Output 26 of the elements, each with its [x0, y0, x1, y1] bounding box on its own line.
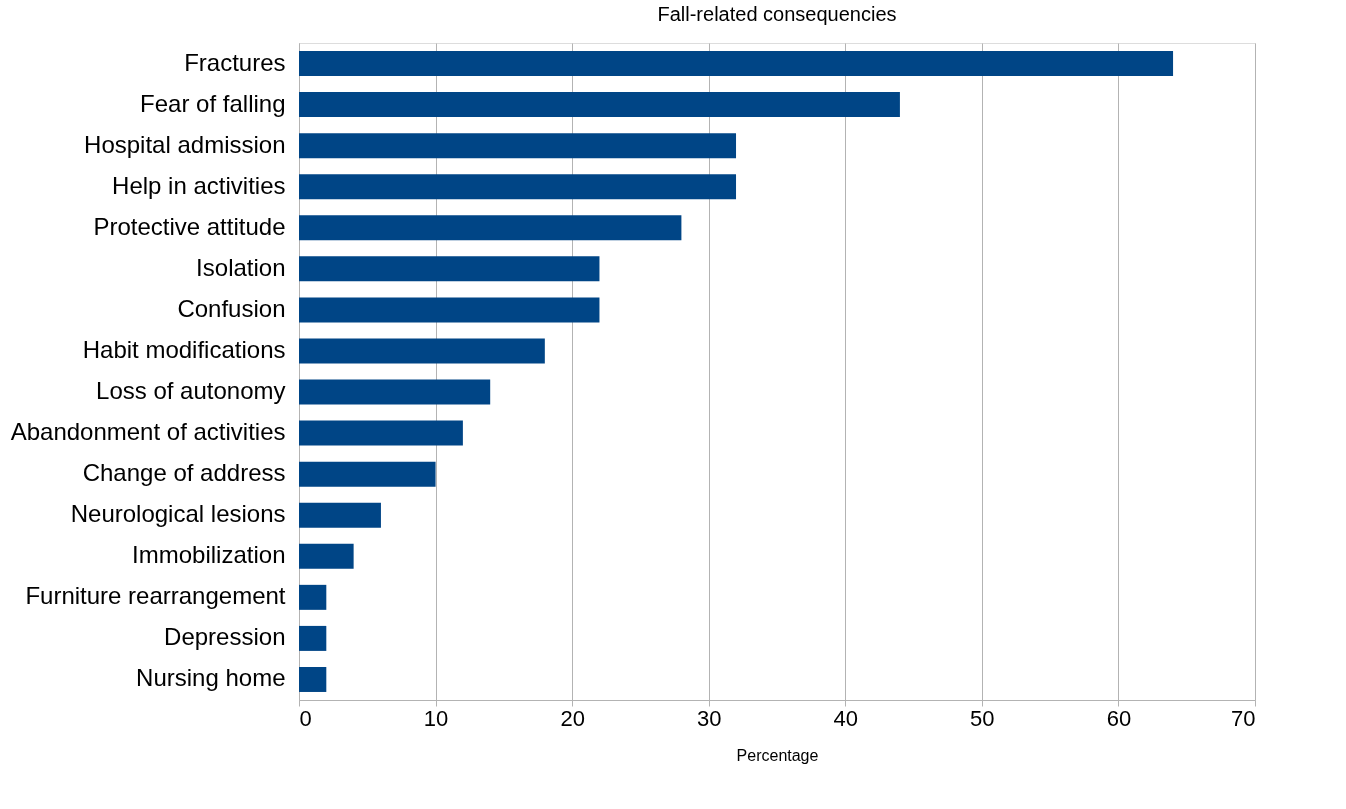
- y-tick-label: Isolation: [196, 253, 286, 281]
- y-tick-label: Neurological lesions: [70, 500, 286, 528]
- x-tick-label: 20: [560, 705, 585, 731]
- y-tick-label: Help in activities: [112, 171, 286, 199]
- y-tick-label: Loss of autonomy: [96, 377, 286, 405]
- x-tick-label: 10: [423, 705, 449, 731]
- y-tick-label: Furniture rearrangement: [25, 582, 286, 610]
- y-tick-label: Nursing home: [136, 664, 286, 692]
- x-tick-label: 60: [1106, 705, 1132, 731]
- x-tick-label: 0: [299, 705, 312, 731]
- x-tick-label: 40: [833, 705, 859, 731]
- chart-title: Fall-related consequencies: [657, 3, 897, 25]
- y-tick-label: Depression: [164, 623, 286, 651]
- y-tick-label: Protective attitude: [93, 212, 286, 240]
- x-tick-label: 70: [1231, 705, 1256, 731]
- y-tick-label: Fear of falling: [140, 89, 286, 117]
- x-tick-label: 30: [696, 705, 722, 731]
- y-tick-label: Habit modifications: [82, 335, 286, 363]
- y-tick-label: Hospital admission: [84, 130, 286, 158]
- y-tick-label: Abandonment of activities: [10, 418, 286, 446]
- x-axis-title: Percentage: [736, 746, 819, 764]
- y-tick-label: Immobilization: [132, 541, 286, 569]
- y-tick-label: Fractures: [184, 48, 286, 76]
- y-tick-label: Change of address: [82, 459, 286, 487]
- x-tick-label: 50: [970, 705, 995, 731]
- y-tick-label: Confusion: [177, 294, 286, 322]
